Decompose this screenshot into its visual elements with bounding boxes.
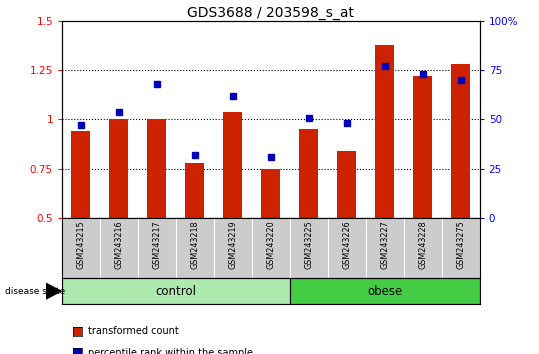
Bar [261, 169, 280, 218]
Bar [223, 112, 243, 218]
Text: GSM243215: GSM243215 [77, 221, 86, 269]
Bar [299, 129, 319, 218]
Text: control: control [155, 285, 196, 298]
Text: GSM243219: GSM243219 [229, 221, 237, 269]
Title: GDS3688 / 203598_s_at: GDS3688 / 203598_s_at [188, 6, 354, 20]
Bar [451, 64, 470, 218]
Polygon shape [46, 283, 61, 299]
Bar [185, 163, 204, 218]
Text: GSM243275: GSM243275 [456, 221, 465, 269]
Bar [375, 45, 394, 218]
Bar [62, 278, 290, 304]
Bar [148, 119, 167, 218]
Text: GSM243228: GSM243228 [418, 221, 427, 269]
Bar [337, 151, 356, 218]
Bar [109, 119, 128, 218]
Text: transformed count: transformed count [88, 326, 178, 336]
Text: GSM243226: GSM243226 [342, 221, 351, 269]
Bar [290, 278, 480, 304]
Text: GSM243217: GSM243217 [153, 221, 161, 269]
Text: GSM243227: GSM243227 [381, 221, 389, 269]
Text: GSM243220: GSM243220 [266, 221, 275, 269]
Text: GSM243218: GSM243218 [190, 221, 199, 269]
Text: GSM243225: GSM243225 [305, 221, 313, 269]
Text: percentile rank within the sample: percentile rank within the sample [88, 348, 253, 354]
Text: obese: obese [367, 285, 403, 298]
Text: disease state: disease state [5, 287, 66, 296]
Bar [72, 131, 91, 218]
Bar [413, 76, 432, 218]
Text: GSM243216: GSM243216 [114, 221, 123, 269]
